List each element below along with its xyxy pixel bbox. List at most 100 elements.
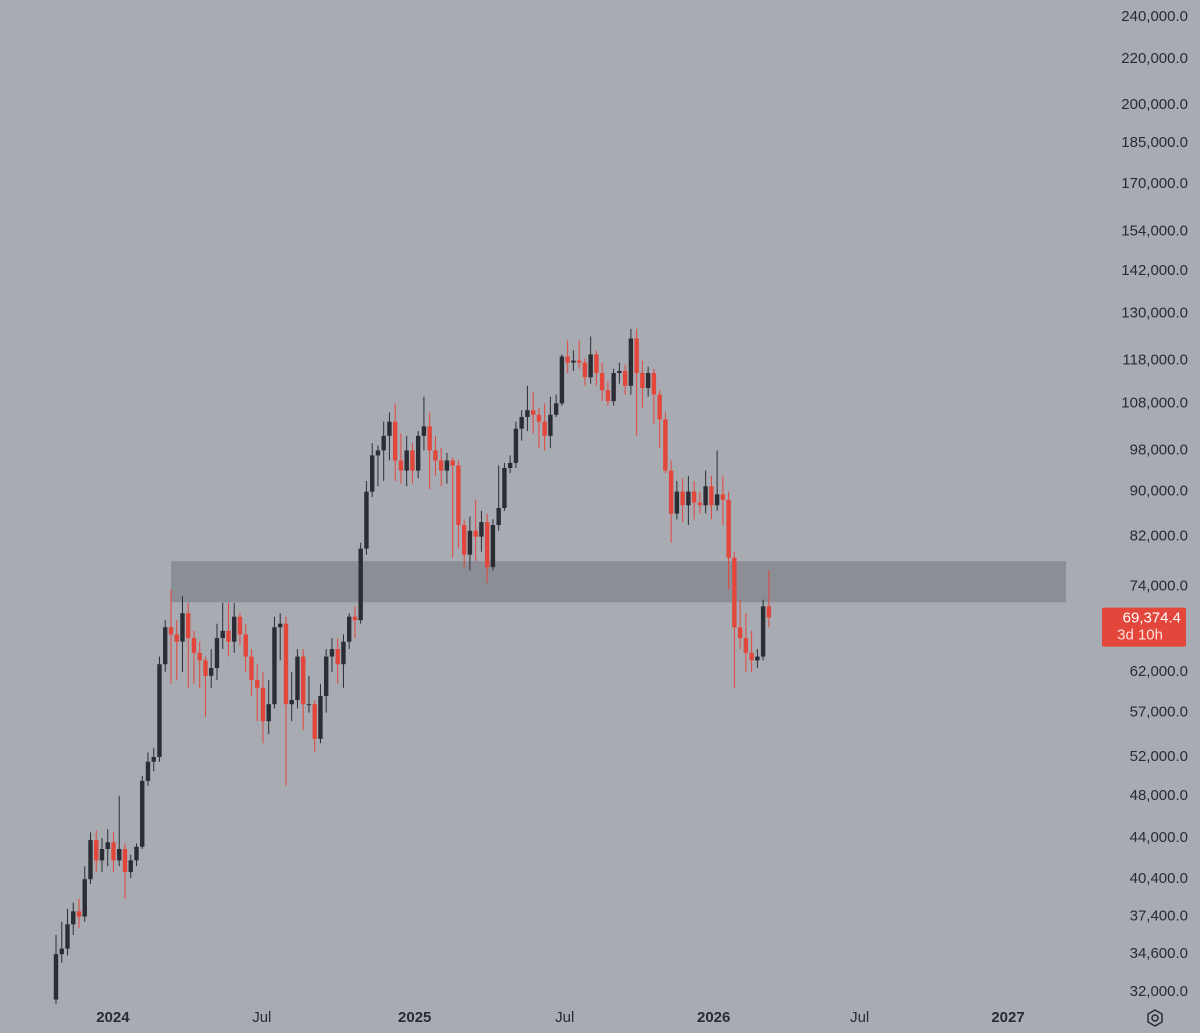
candle-body bbox=[456, 465, 461, 526]
candle-body bbox=[703, 486, 708, 506]
candle-body bbox=[421, 426, 427, 436]
x-tick-label: 2024 bbox=[96, 1009, 130, 1026]
y-tick-label: 52,000.0 bbox=[1130, 748, 1188, 765]
candle-body bbox=[174, 634, 179, 642]
candle-body bbox=[134, 846, 139, 861]
candle-body bbox=[300, 656, 306, 705]
y-tick-label: 82,000.0 bbox=[1130, 528, 1188, 545]
candle-body bbox=[605, 390, 611, 402]
candle-body bbox=[502, 468, 507, 509]
candle-body bbox=[260, 687, 266, 722]
candle-body bbox=[105, 842, 110, 850]
candle-body bbox=[128, 860, 133, 873]
last-price-box bbox=[1102, 607, 1186, 647]
candle-body bbox=[668, 470, 674, 514]
candle-body bbox=[634, 338, 639, 374]
candle-body bbox=[278, 623, 283, 628]
candle-body bbox=[519, 417, 524, 429]
y-tick-label: 90,000.0 bbox=[1130, 483, 1188, 500]
candle-body bbox=[714, 494, 720, 506]
last-price-label: 69,374.4 bbox=[1123, 610, 1181, 627]
candle-body bbox=[479, 522, 484, 537]
candle-body bbox=[237, 616, 243, 635]
candle-body bbox=[203, 660, 208, 676]
candle-body bbox=[163, 627, 168, 665]
candle-body bbox=[358, 548, 363, 621]
candle-body bbox=[427, 426, 432, 451]
candle-body bbox=[565, 356, 570, 363]
y-tick-label: 32,000.0 bbox=[1130, 983, 1188, 1000]
settings-button[interactable] bbox=[1147, 1009, 1163, 1027]
candle-body bbox=[214, 638, 220, 669]
candle-body bbox=[232, 616, 237, 642]
candle-body bbox=[559, 356, 565, 404]
candle-body bbox=[329, 649, 335, 657]
candle-body bbox=[588, 354, 593, 378]
candle-body bbox=[749, 652, 754, 661]
candle-body bbox=[438, 460, 444, 471]
candle-body bbox=[622, 370, 628, 386]
candle-body bbox=[381, 435, 386, 451]
candle-body bbox=[65, 924, 70, 949]
y-tick-label: 185,000.0 bbox=[1121, 134, 1188, 151]
candle-body bbox=[473, 530, 478, 537]
candle-body bbox=[490, 525, 496, 568]
y-tick-label: 200,000.0 bbox=[1121, 96, 1188, 113]
candle-body bbox=[53, 954, 59, 1000]
candle-body bbox=[732, 557, 737, 628]
candle-body bbox=[536, 414, 542, 422]
candle-body bbox=[243, 634, 248, 657]
y-tick-label: 118,000.0 bbox=[1122, 352, 1188, 369]
candle-body bbox=[594, 354, 599, 374]
y-tick-label: 57,000.0 bbox=[1130, 704, 1188, 721]
candle-body bbox=[283, 623, 289, 705]
y-tick-label: 142,000.0 bbox=[1121, 262, 1188, 279]
x-tick-label: Jul bbox=[252, 1009, 271, 1026]
candle-body bbox=[94, 840, 99, 861]
candle-body bbox=[760, 606, 766, 657]
candle-body bbox=[346, 616, 352, 642]
candle-body bbox=[220, 630, 225, 639]
countdown-label: 3d 10h bbox=[1117, 627, 1163, 644]
candle-body bbox=[82, 879, 87, 917]
candle-body bbox=[186, 613, 191, 639]
settings-icon-center[interactable] bbox=[1151, 1014, 1159, 1022]
candle-body bbox=[686, 491, 691, 506]
candle-body bbox=[335, 649, 340, 665]
candle-body bbox=[323, 656, 329, 696]
candle-body bbox=[415, 435, 421, 471]
y-tick-label: 240,000.0 bbox=[1121, 8, 1188, 25]
candle-body bbox=[392, 421, 398, 461]
y-tick-label: 108,000.0 bbox=[1121, 394, 1188, 411]
y-tick-label: 48,000.0 bbox=[1130, 787, 1188, 804]
candle-body bbox=[766, 606, 772, 618]
candle-body bbox=[266, 704, 271, 722]
candle-body bbox=[255, 679, 260, 688]
candle-body bbox=[88, 840, 93, 880]
candle-body bbox=[663, 419, 668, 471]
y-tick-label: 154,000.0 bbox=[1121, 223, 1188, 240]
candle-body bbox=[122, 849, 128, 873]
candle-body bbox=[398, 460, 404, 471]
candle-body bbox=[341, 641, 346, 665]
candle-body bbox=[709, 486, 714, 506]
x-tick-label: 2025 bbox=[398, 1009, 431, 1026]
candle-body bbox=[111, 842, 116, 861]
candle-body bbox=[484, 522, 490, 568]
candle-body bbox=[640, 373, 645, 388]
candle-body bbox=[617, 370, 622, 374]
candle-body bbox=[197, 652, 202, 661]
y-tick-label: 98,000.0 bbox=[1130, 441, 1188, 458]
candle-body bbox=[657, 394, 662, 420]
candle-body bbox=[295, 656, 300, 701]
y-tick-label: 220,000.0 bbox=[1121, 50, 1188, 67]
candle-body bbox=[525, 410, 530, 418]
candle-body bbox=[272, 627, 277, 705]
candle-body bbox=[312, 704, 317, 739]
candle-body bbox=[737, 627, 743, 639]
y-tick-label: 34,600.0 bbox=[1130, 945, 1188, 962]
candle-body bbox=[99, 849, 105, 861]
candle-body bbox=[530, 410, 536, 415]
settings-icon[interactable] bbox=[1147, 1009, 1163, 1027]
candle-body bbox=[352, 616, 358, 621]
